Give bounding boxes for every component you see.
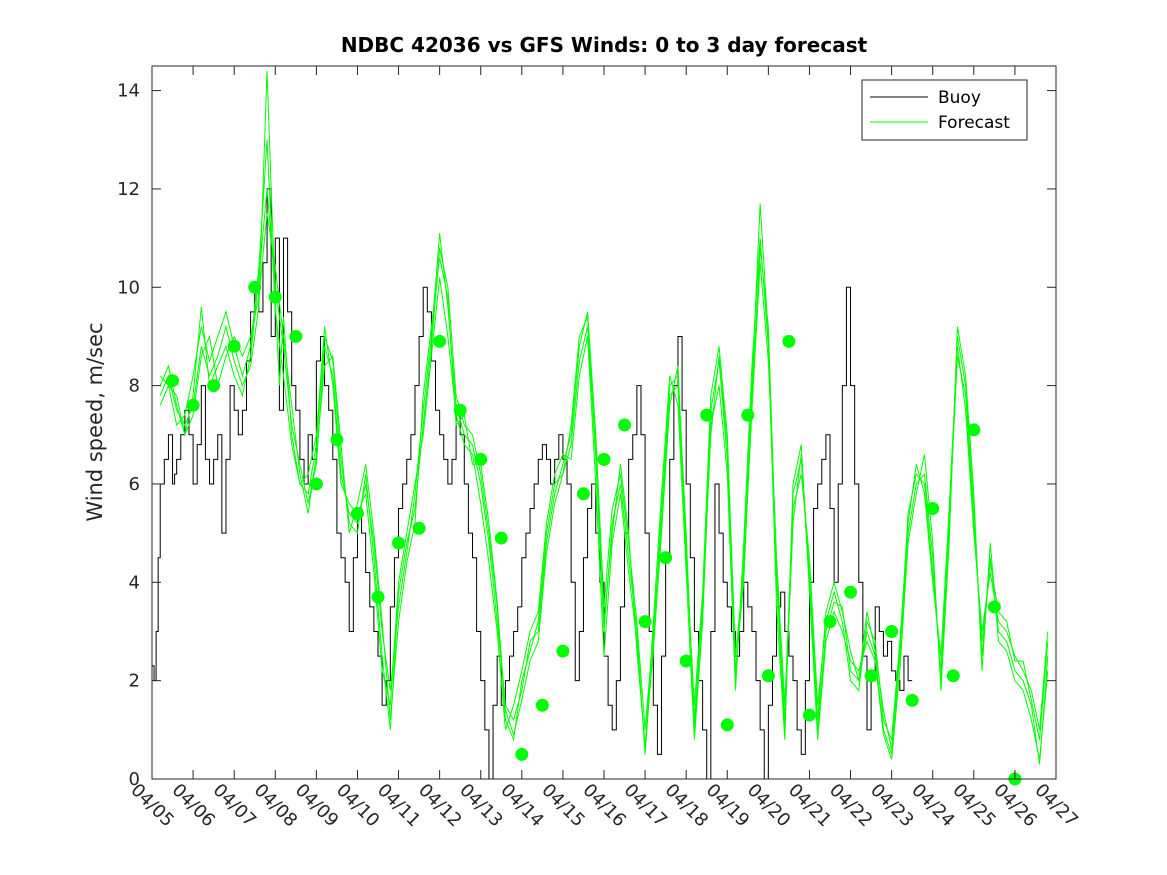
forecast-marker bbox=[885, 624, 899, 638]
forecast-marker bbox=[207, 379, 221, 393]
forecast-marker bbox=[186, 398, 200, 412]
y-tick-label: 0 bbox=[129, 769, 140, 790]
forecast-marker bbox=[720, 718, 734, 732]
forecast-marker bbox=[597, 452, 611, 466]
y-tick-label: 8 bbox=[129, 376, 140, 397]
forecast-marker bbox=[371, 590, 385, 604]
forecast-marker bbox=[987, 600, 1001, 614]
y-tick-label: 14 bbox=[117, 81, 140, 102]
forecast-line-2 bbox=[159, 188, 1049, 740]
legend-box bbox=[861, 79, 1028, 141]
forecast-markers bbox=[166, 280, 1022, 786]
forecast-marker bbox=[802, 708, 816, 722]
forecast-line-4 bbox=[159, 213, 1049, 750]
forecast-marker bbox=[248, 280, 262, 294]
forecast-marker bbox=[638, 615, 652, 629]
y-tick-label: 6 bbox=[129, 474, 140, 495]
forecast-marker bbox=[494, 531, 508, 545]
forecast-marker bbox=[433, 334, 447, 348]
legend-label-forecast: Forecast bbox=[938, 113, 1010, 133]
forecast-marker bbox=[268, 290, 282, 304]
chart-title: NDBC 42036 vs GFS Winds: 0 to 3 day fore… bbox=[341, 33, 868, 57]
forecast-marker bbox=[166, 374, 180, 388]
y-axis: 0 2 4 6 8 10 12 14 bbox=[117, 81, 1056, 790]
forecast-marker bbox=[453, 403, 467, 417]
forecast-marker bbox=[926, 502, 940, 516]
forecast-marker bbox=[782, 334, 796, 348]
y-tick-label: 10 bbox=[117, 277, 140, 298]
forecast-marker bbox=[556, 644, 570, 658]
forecast-marker bbox=[412, 521, 426, 535]
forecast-marker bbox=[289, 329, 303, 343]
y-tick-label: 12 bbox=[117, 179, 140, 200]
forecast-marker bbox=[227, 339, 241, 353]
forecast-marker bbox=[679, 654, 693, 668]
y-axis-label: Wind speed, m/sec bbox=[83, 322, 107, 521]
forecast-marker bbox=[741, 408, 755, 422]
forecast-marker bbox=[946, 669, 960, 683]
forecast-marker bbox=[515, 747, 529, 761]
plot-area bbox=[152, 66, 1056, 779]
forecast-marker bbox=[905, 693, 919, 707]
forecast-marker bbox=[864, 669, 878, 683]
forecast-marker bbox=[700, 408, 714, 422]
legend: Buoy Forecast bbox=[861, 79, 1028, 141]
forecast-marker bbox=[392, 536, 406, 550]
forecast-marker bbox=[350, 506, 364, 520]
forecast-marker bbox=[576, 487, 590, 501]
forecast-series-group bbox=[159, 70, 1049, 765]
forecast-marker bbox=[474, 452, 488, 466]
forecast-marker bbox=[659, 551, 673, 565]
forecast-marker bbox=[309, 477, 323, 491]
forecast-marker bbox=[967, 423, 981, 437]
forecast-marker bbox=[823, 615, 837, 629]
legend-label-buoy: Buoy bbox=[938, 88, 981, 108]
forecast-marker bbox=[535, 698, 549, 712]
y-tick-label: 2 bbox=[129, 671, 140, 692]
y-tick-label: 4 bbox=[129, 572, 140, 593]
forecast-marker bbox=[761, 669, 775, 683]
forecast-marker bbox=[844, 585, 858, 599]
forecast-marker bbox=[618, 418, 632, 432]
forecast-line-3 bbox=[159, 139, 1049, 760]
forecast-marker bbox=[330, 433, 344, 447]
